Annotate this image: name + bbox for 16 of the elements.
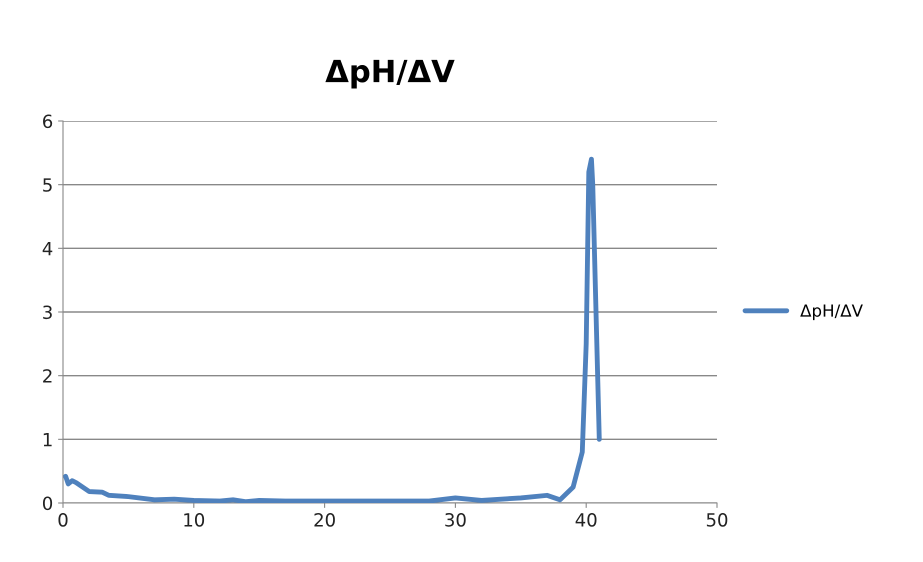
x-tick-label: 50 bbox=[706, 513, 728, 527]
y-tick-label: 1 bbox=[44, 433, 52, 446]
legend-label: ΔpH/ΔV bbox=[800, 304, 863, 320]
x-tick-label: 30 bbox=[445, 513, 466, 527]
x-tick-label: 10 bbox=[184, 513, 204, 527]
x-tick-label: 40 bbox=[576, 513, 596, 527]
y-tick-label: 5 bbox=[43, 178, 52, 192]
chart-title: ΔpH/ΔV bbox=[325, 60, 455, 88]
y-tick-label: 6 bbox=[43, 114, 52, 128]
line-series bbox=[63, 156, 602, 503]
y-tick-label: 0 bbox=[42, 496, 52, 510]
y-tick-label: 3 bbox=[43, 305, 52, 320]
y-tick-label: 2 bbox=[43, 369, 52, 383]
x-tick-label: 20 bbox=[314, 513, 335, 527]
x-tick-label: 0 bbox=[58, 513, 68, 527]
y-tick-label: 4 bbox=[42, 242, 52, 256]
